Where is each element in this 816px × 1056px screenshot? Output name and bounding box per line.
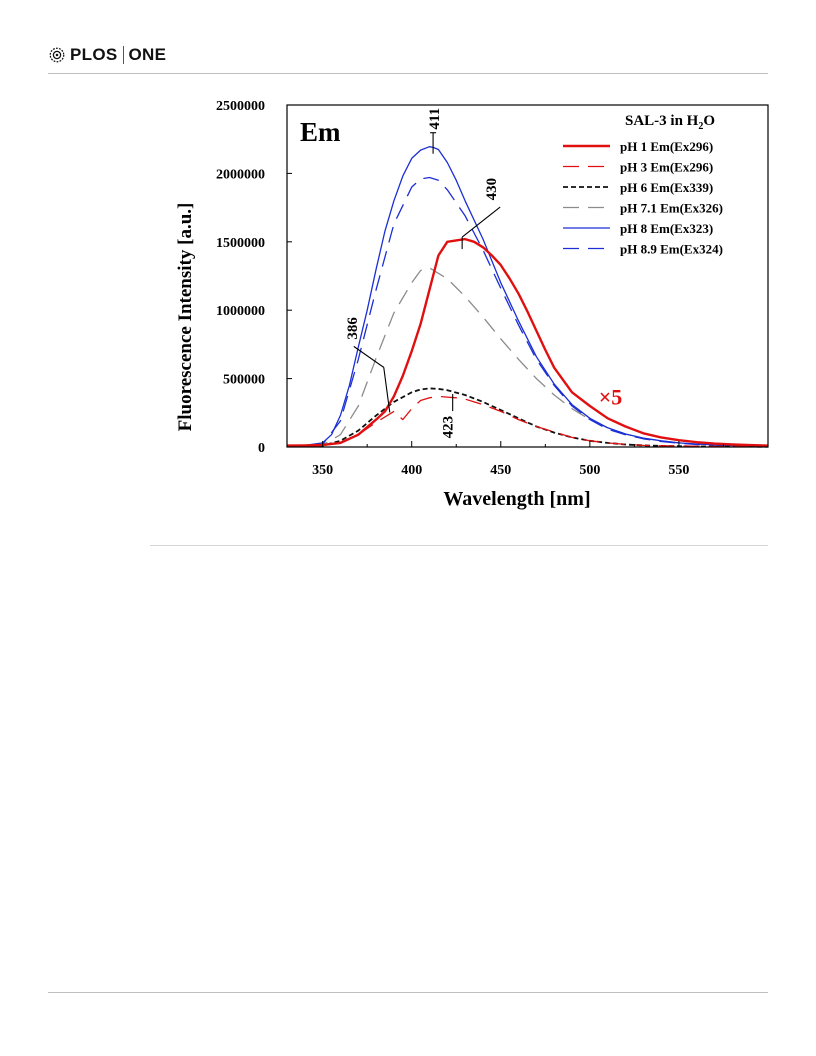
plot-frame — [286, 104, 769, 448]
annotation-layer: 411 430 386 423 ×5 — [345, 108, 623, 438]
series-layer — [286, 146, 769, 448]
x-tick-label: 400 — [401, 463, 422, 478]
legend-title: SAL-3 in H2O — [625, 113, 715, 132]
y-tick-label: 2000000 — [216, 167, 265, 182]
journal-name-left: PLOS — [70, 45, 118, 64]
x-tick-label: 500 — [579, 463, 600, 478]
legend-label-4: pH 7.1 Em(Ex326) — [620, 201, 723, 216]
journal-header: PLOS ONE — [48, 42, 166, 68]
series-line-6 — [286, 176, 769, 447]
annotation-label-411: 411 — [427, 108, 443, 130]
y-tick-label: 1000000 — [216, 304, 265, 319]
legend-label-5: pH 8 Em(Ex323) — [620, 221, 713, 236]
x-tick-label: 450 — [490, 463, 511, 478]
x-tick-label: 550 — [668, 463, 689, 478]
annotation-leader-386-a — [383, 367, 391, 413]
y-tick-label: 0 — [258, 441, 265, 456]
x-axis-title: Wavelength [nm] — [443, 488, 590, 510]
legend: SAL-3 in H2O pH 1 Em(Ex296) pH 3 Em(Ex296… — [563, 113, 723, 257]
header-rule — [48, 73, 768, 74]
journal-name-right: ONE — [128, 45, 167, 64]
y-axis-title: Fluorescence Intensity [a.u.] — [175, 203, 196, 432]
annotation-leader-386-b — [353, 345, 385, 368]
plos-logo-icon — [49, 47, 65, 63]
legend-label-6: pH 8.9 Em(Ex324) — [620, 242, 723, 257]
series-line-2 — [286, 395, 769, 448]
figure-rule — [150, 545, 768, 546]
fluorescence-chart: 0 500000 1000000 1500000 2000000 2500000 350 40… — [175, 99, 769, 510]
y-tick-label: 500000 — [223, 373, 265, 388]
annotation-label-386: 386 — [345, 317, 361, 340]
annotation-label-423: 423 — [441, 416, 457, 439]
axis-layer: 0 500000 1000000 1500000 2000000 2500000 350 40… — [216, 99, 724, 478]
legend-label-3: pH 6 Em(Ex339) — [620, 180, 713, 195]
series-line-1 — [286, 237, 769, 447]
annotation-label-x5: ×5 — [599, 385, 623, 410]
series-line-3 — [286, 387, 769, 448]
legend-label-2: pH 3 Em(Ex296) — [620, 160, 713, 175]
series-line-5 — [286, 146, 769, 447]
y-tick-label: 1500000 — [216, 236, 265, 251]
y-tick-label: 2500000 — [216, 99, 265, 114]
footer-rule — [48, 992, 768, 993]
annotation-leader-430-b — [461, 206, 501, 238]
x-tick-label: 350 — [312, 463, 333, 478]
logo-divider — [122, 46, 124, 64]
legend-label-1: pH 1 Em(Ex296) — [620, 139, 713, 154]
panel-label: Em — [300, 117, 341, 147]
annotation-label-430: 430 — [484, 178, 500, 201]
